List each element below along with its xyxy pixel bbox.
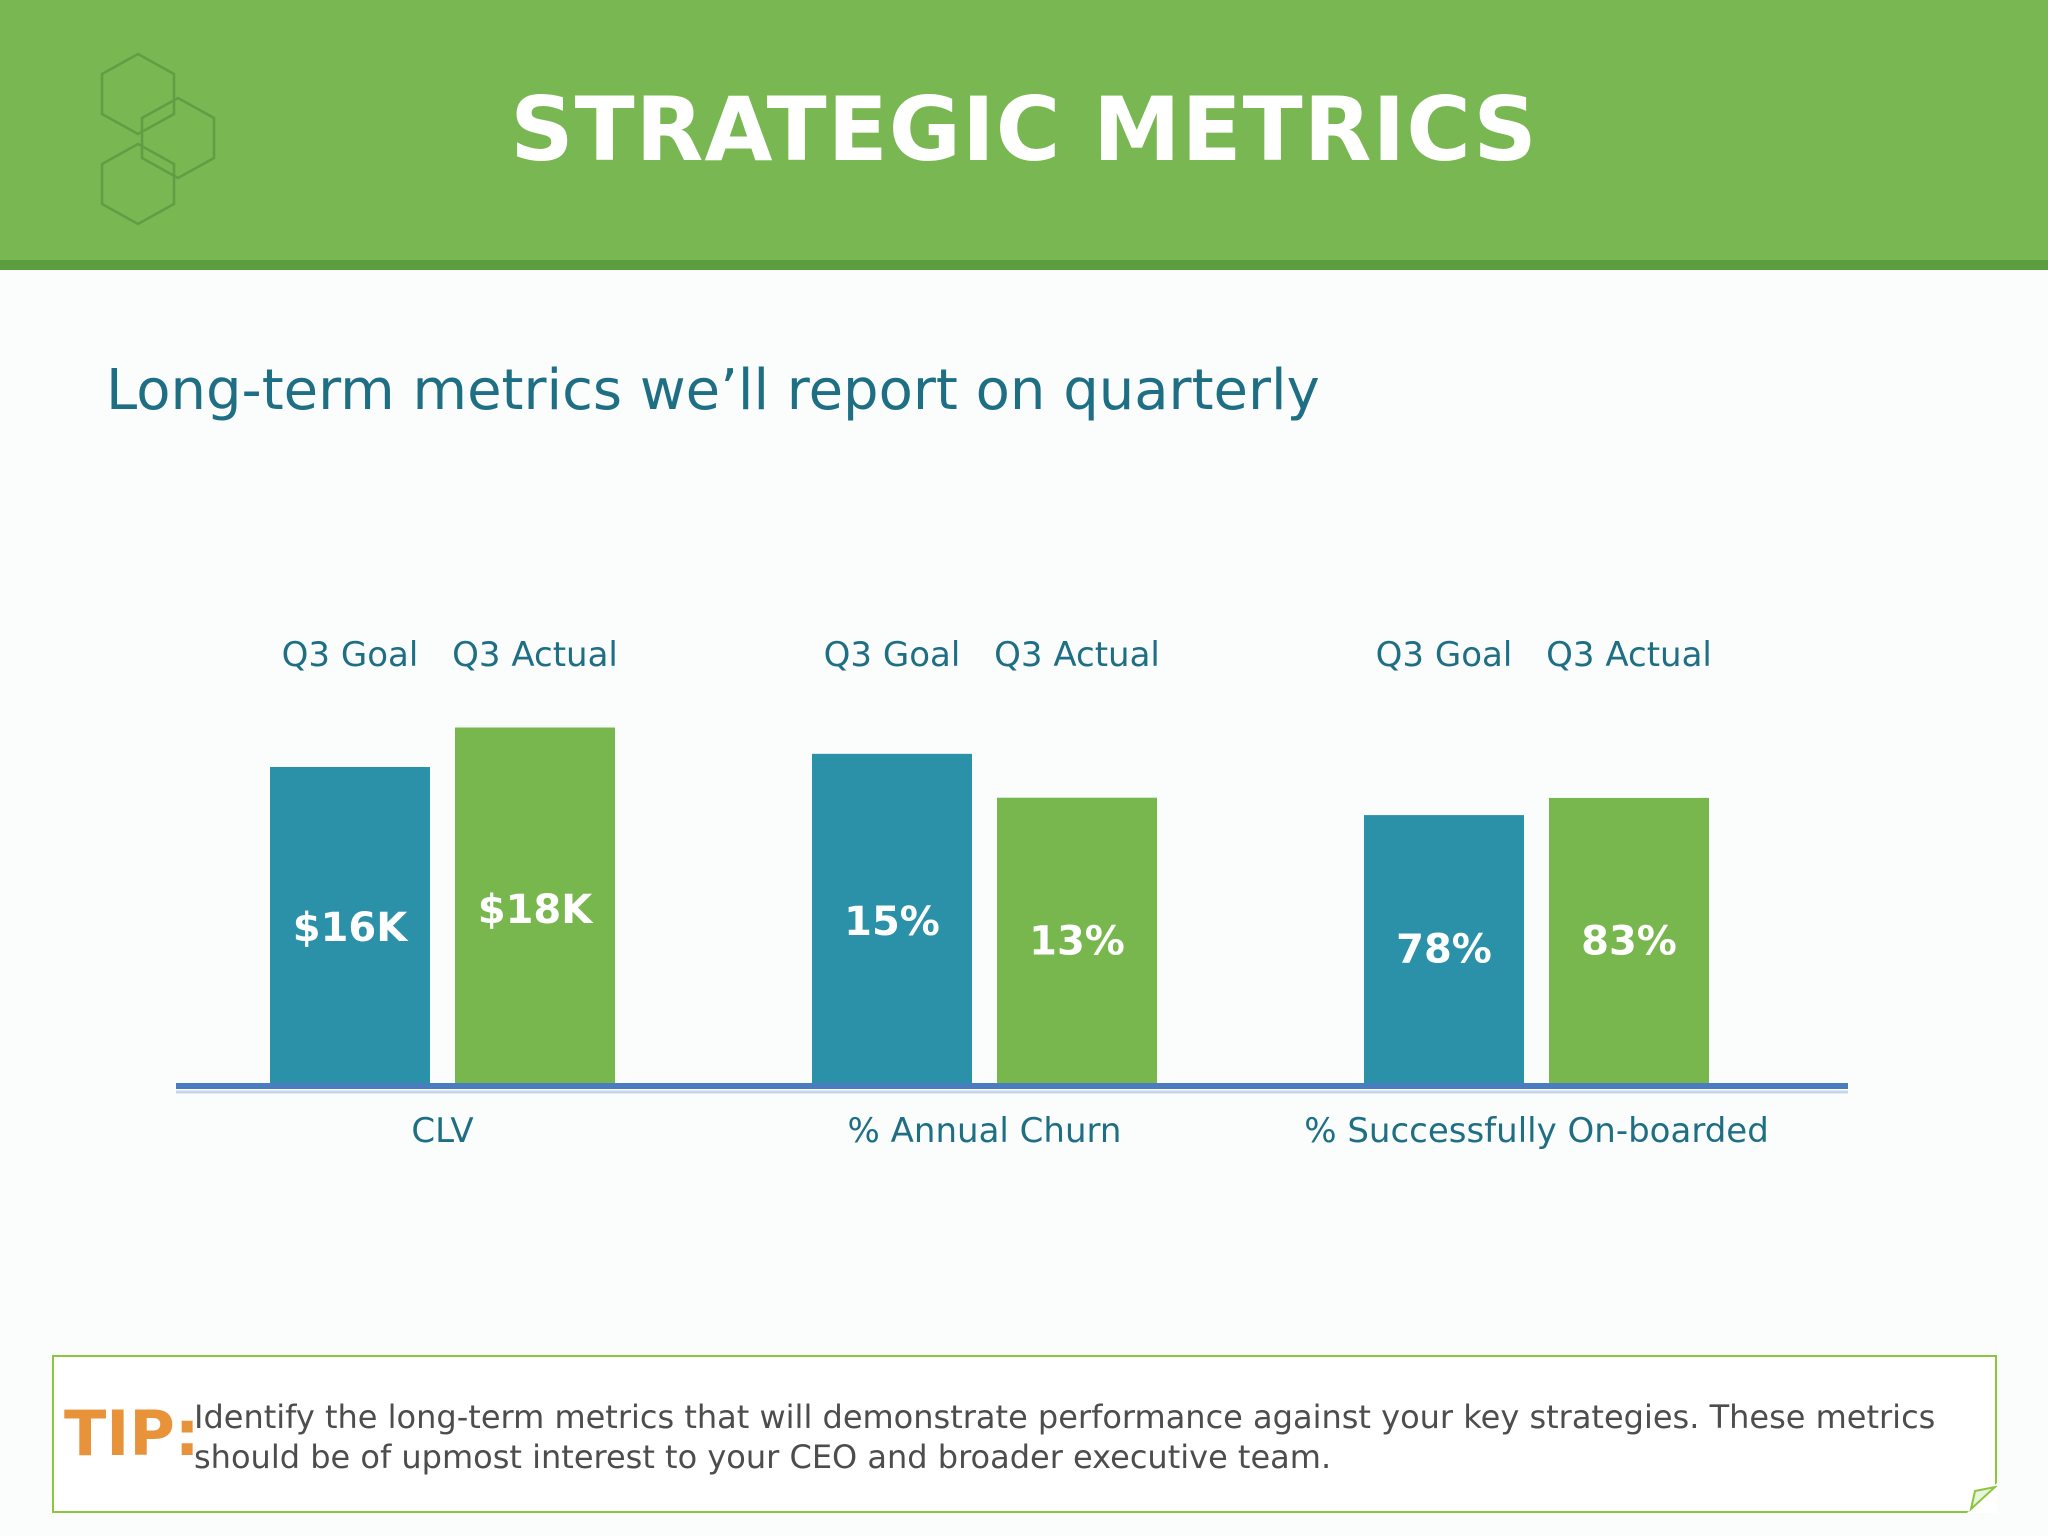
hexagon-logo-icon bbox=[100, 52, 216, 226]
bar-actual-2 bbox=[1549, 797, 1709, 1083]
legend-goal-2: Q3 Goal bbox=[1376, 635, 1513, 675]
tip-label: TIP: bbox=[64, 1397, 200, 1470]
data-label-actual-1: 13% bbox=[1029, 919, 1125, 965]
bar-goal-1 bbox=[812, 753, 972, 1083]
bar-goal-0 bbox=[270, 767, 430, 1083]
data-label-goal-2: 78% bbox=[1396, 926, 1492, 972]
page-fold-icon bbox=[1967, 1483, 1997, 1513]
legend-actual-2: Q3 Actual bbox=[1546, 635, 1712, 675]
category-label-1: % Annual Churn bbox=[848, 1111, 1122, 1151]
page-subtitle: Long-term metrics we’ll report on quarte… bbox=[106, 358, 1320, 423]
data-label-actual-2: 83% bbox=[1581, 919, 1677, 965]
bar-actual-0 bbox=[455, 727, 615, 1083]
legend-actual-1: Q3 Actual bbox=[994, 635, 1160, 675]
legend-actual-0: Q3 Actual bbox=[452, 635, 618, 675]
page-title: STRATEGIC METRICS bbox=[510, 78, 1538, 181]
bar-actual-1 bbox=[997, 797, 1157, 1083]
data-label-actual-0: $18K bbox=[478, 887, 594, 933]
legend-goal-1: Q3 Goal bbox=[824, 635, 961, 675]
tip-text: Identify the long-term metrics that will… bbox=[194, 1398, 1936, 1476]
bar-goal-2 bbox=[1364, 815, 1524, 1083]
tip-box: TIP: Identify the long-term metrics that… bbox=[52, 1355, 1997, 1513]
category-label-0: CLV bbox=[411, 1111, 473, 1151]
legend-goal-0: Q3 Goal bbox=[282, 635, 419, 675]
metrics-bar-chart: $16K Q3 Goal $18K Q3 Actual CLV 15% Q3 Goal 13%… bbox=[176, 635, 1848, 1151]
data-label-goal-0: $16K bbox=[293, 905, 409, 951]
category-label-2: % Successfully On-boarded bbox=[1304, 1111, 1769, 1151]
header-banner: STRATEGIC METRICS bbox=[0, 0, 2048, 270]
data-label-goal-1: 15% bbox=[844, 899, 940, 945]
